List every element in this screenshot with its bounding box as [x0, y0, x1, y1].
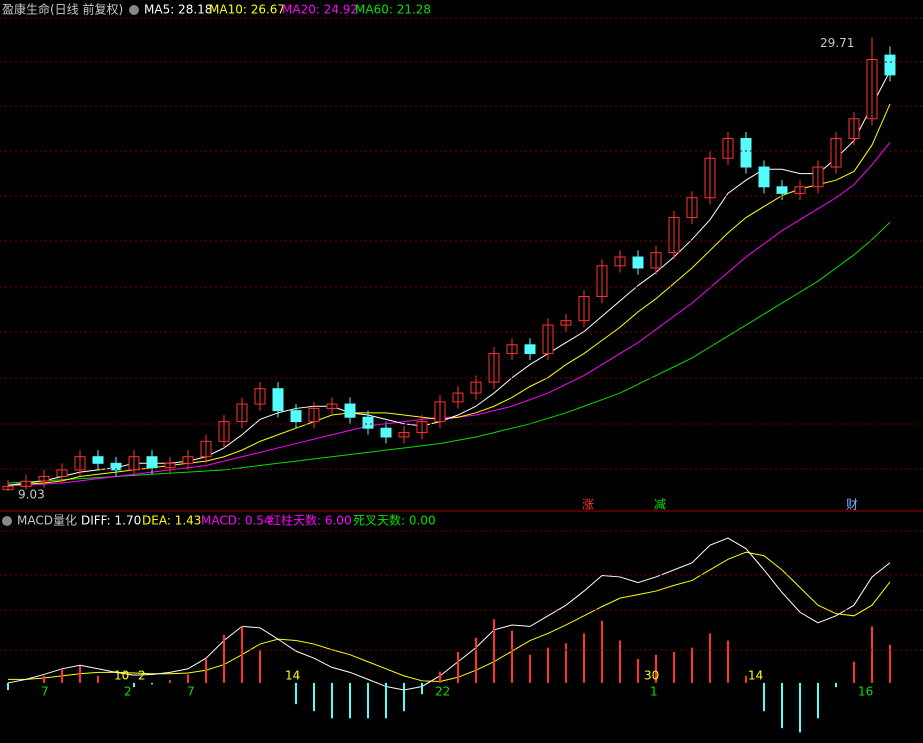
- stat: 死叉天数: 0.00: [353, 513, 436, 528]
- ma-line: [7, 537, 891, 691]
- marker: 财: [846, 498, 858, 512]
- ma-line: [7, 70, 891, 486]
- high-label: 29.71: [820, 36, 854, 50]
- count: 7: [41, 685, 49, 699]
- marker: 减: [654, 498, 666, 512]
- ma-line: [8, 551, 891, 683]
- legend-ma10: MA10: 26.67: [209, 3, 285, 17]
- chart-title: 盈康生命(日线 前复权): [2, 2, 123, 17]
- marker: 涨: [582, 497, 594, 512]
- count: 14: [285, 669, 300, 683]
- menu-icon[interactable]: [129, 5, 139, 15]
- legend-diff: DIFF: 1.70: [81, 514, 141, 528]
- legend-macd: MACD: 0.54: [201, 514, 272, 528]
- count: 22: [435, 685, 450, 699]
- stat: 红柱天数: 6.00: [269, 513, 352, 528]
- legend-dea: DEA: 1.43: [142, 514, 201, 528]
- ma-line: [7, 103, 891, 486]
- count: 1: [650, 685, 658, 699]
- count: 2: [138, 669, 146, 683]
- count: 30: [644, 669, 659, 683]
- low-label: 9.03: [18, 488, 45, 502]
- legend-ma60: MA60: 21.28: [355, 3, 431, 17]
- macd-title: MACD量化: [17, 514, 77, 528]
- legend-ma20: MA20: 24.92: [282, 3, 358, 17]
- count: 2: [124, 685, 132, 699]
- count: 10: [114, 669, 129, 683]
- count: 7: [187, 685, 195, 699]
- legend-ma5: MA5: 28.18: [144, 3, 212, 17]
- ma-line: [7, 221, 891, 484]
- count: 14: [748, 669, 763, 683]
- count: 16: [858, 685, 873, 699]
- ma-line: [8, 142, 891, 486]
- menu-icon[interactable]: [2, 516, 12, 526]
